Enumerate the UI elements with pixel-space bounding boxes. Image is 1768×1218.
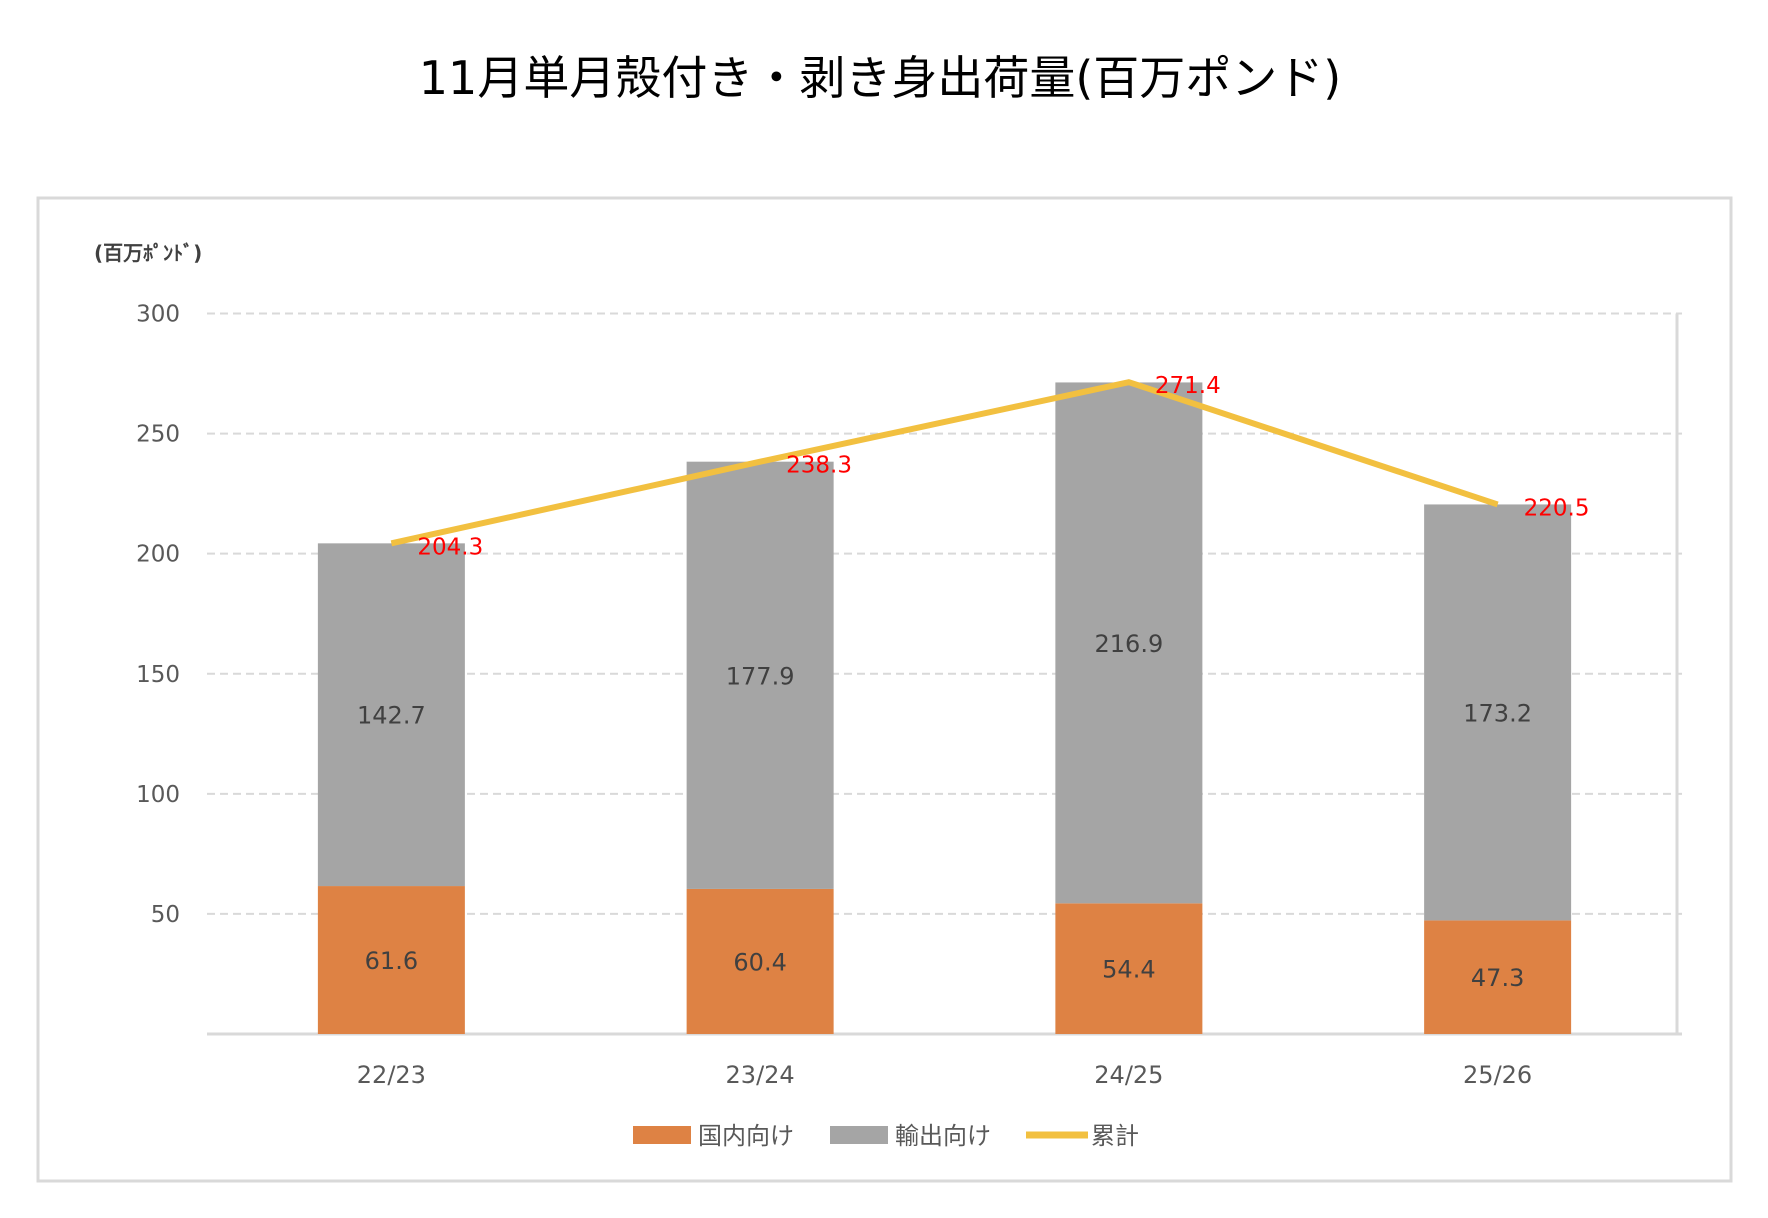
legend-label: 累計: [1091, 1122, 1139, 1150]
y-tick-label: 300: [136, 302, 180, 328]
data-label: 47.3: [1471, 964, 1524, 992]
y-tick-label: 100: [136, 782, 180, 808]
y-tick-label: 150: [136, 662, 180, 688]
legend-label: 輸出向け: [895, 1122, 991, 1150]
data-label: 142.7: [357, 702, 426, 730]
legend-label: 国内向け: [698, 1122, 794, 1150]
y-axis-label: (百万ﾎﾟﾝﾄﾞ): [94, 241, 202, 265]
line-data-label: 238.3: [786, 453, 852, 479]
data-label: 54.4: [1102, 956, 1155, 984]
x-tick-label: 24/25: [1094, 1061, 1163, 1089]
line-data-label: 271.4: [1155, 373, 1221, 399]
data-label: 60.4: [733, 948, 786, 976]
y-tick-label: 250: [136, 422, 180, 448]
data-label: 177.9: [726, 662, 795, 690]
chart-title: 11月単月殻付き・剥き身出荷量(百万ポンド): [419, 51, 1341, 105]
y-tick-label: 50: [151, 902, 180, 928]
data-label: 173.2: [1463, 699, 1532, 727]
legend-swatch: [633, 1126, 691, 1144]
y-tick-label: 200: [136, 542, 180, 568]
data-label: 61.6: [365, 947, 418, 975]
data-label: 216.9: [1095, 630, 1164, 658]
x-tick-label: 22/23: [357, 1061, 426, 1089]
line-data-label: 220.5: [1524, 495, 1590, 521]
x-tick-label: 23/24: [726, 1061, 795, 1089]
x-tick-label: 25/26: [1463, 1061, 1532, 1089]
legend-swatch: [830, 1126, 888, 1144]
line-data-label: 204.3: [417, 534, 483, 560]
